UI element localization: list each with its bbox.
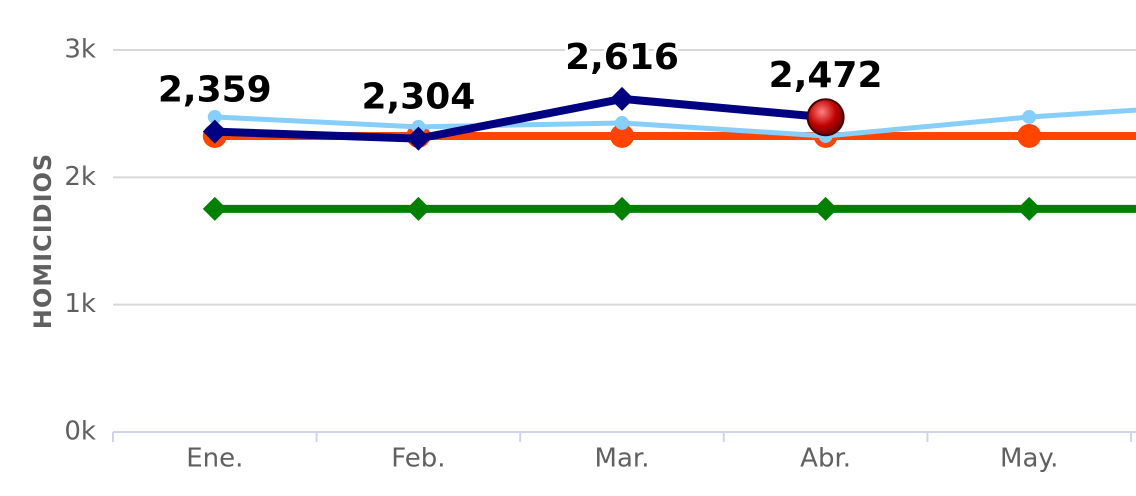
y-tick-label: 1k	[64, 289, 96, 319]
data-label: 2,359	[158, 70, 272, 111]
x-tick-label: May.	[1000, 443, 1058, 473]
series-line	[214, 94, 826, 143]
x-tick-label: Feb.	[391, 443, 445, 473]
data-label: 2,304	[361, 77, 475, 118]
marker	[1017, 123, 1042, 148]
y-tick-label: 0k	[64, 417, 96, 447]
marker	[406, 196, 431, 221]
marker	[406, 126, 431, 151]
y-tick-label: 2k	[64, 162, 96, 192]
y-tick-label: 3k	[64, 35, 96, 65]
series-line	[214, 107, 1136, 139]
x-tick-label: Ene.	[186, 443, 243, 473]
x-tick-label: Mar.	[595, 443, 650, 473]
marker	[202, 196, 227, 221]
x-tick-label: Abr.	[800, 443, 851, 473]
data-label: 2,616	[565, 37, 679, 78]
hover-marker	[806, 98, 845, 137]
marker	[1022, 109, 1037, 124]
marker	[610, 196, 634, 221]
marker	[202, 119, 227, 144]
marker	[813, 196, 838, 221]
marker	[615, 115, 629, 130]
marker	[610, 86, 634, 111]
marker	[207, 109, 222, 124]
marker	[610, 123, 634, 148]
y-axis-label: HOMICIDIOS	[29, 153, 57, 329]
data-label: 2,472	[769, 55, 883, 96]
marker	[1017, 196, 1042, 221]
